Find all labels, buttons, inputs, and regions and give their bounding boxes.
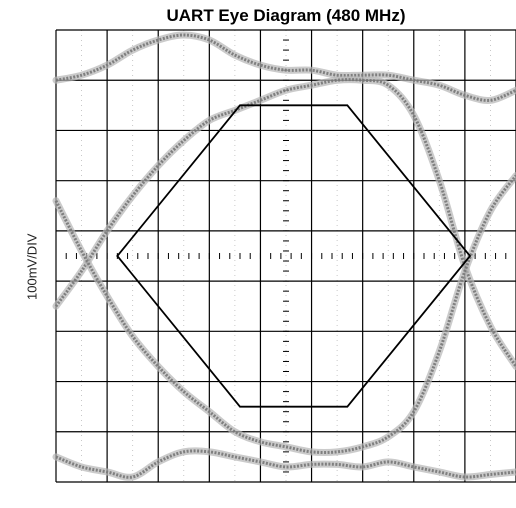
trace-line-3: [54, 174, 516, 454]
traces: [52, 31, 516, 481]
chart-title: UART Eye Diagram (480 MHz): [166, 6, 406, 25]
eye-mask: [116, 104, 472, 408]
mask-hexagon: [116, 104, 472, 408]
trace-line-0: [55, 33, 516, 102]
trace-line-2: [54, 78, 516, 368]
grid: [55, 29, 516, 483]
trace-line-1: [55, 449, 516, 479]
